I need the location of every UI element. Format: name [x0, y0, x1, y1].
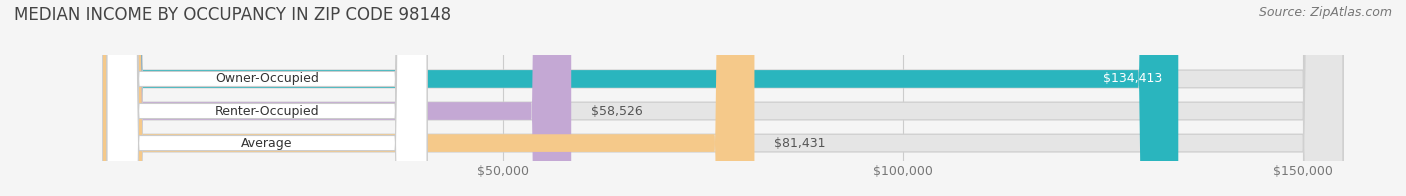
Text: MEDIAN INCOME BY OCCUPANCY IN ZIP CODE 98148: MEDIAN INCOME BY OCCUPANCY IN ZIP CODE 9… — [14, 6, 451, 24]
FancyBboxPatch shape — [107, 0, 427, 196]
FancyBboxPatch shape — [103, 0, 755, 196]
FancyBboxPatch shape — [103, 0, 1343, 196]
FancyBboxPatch shape — [107, 0, 427, 196]
Text: Owner-Occupied: Owner-Occupied — [215, 73, 319, 85]
Text: $134,413: $134,413 — [1104, 73, 1163, 85]
Text: Source: ZipAtlas.com: Source: ZipAtlas.com — [1258, 6, 1392, 19]
FancyBboxPatch shape — [103, 0, 1343, 196]
Text: Renter-Occupied: Renter-Occupied — [215, 104, 319, 118]
FancyBboxPatch shape — [107, 0, 427, 196]
FancyBboxPatch shape — [103, 0, 1178, 196]
Text: $58,526: $58,526 — [591, 104, 643, 118]
FancyBboxPatch shape — [103, 0, 571, 196]
Text: Average: Average — [242, 137, 292, 150]
FancyBboxPatch shape — [103, 0, 1343, 196]
Text: $81,431: $81,431 — [775, 137, 825, 150]
